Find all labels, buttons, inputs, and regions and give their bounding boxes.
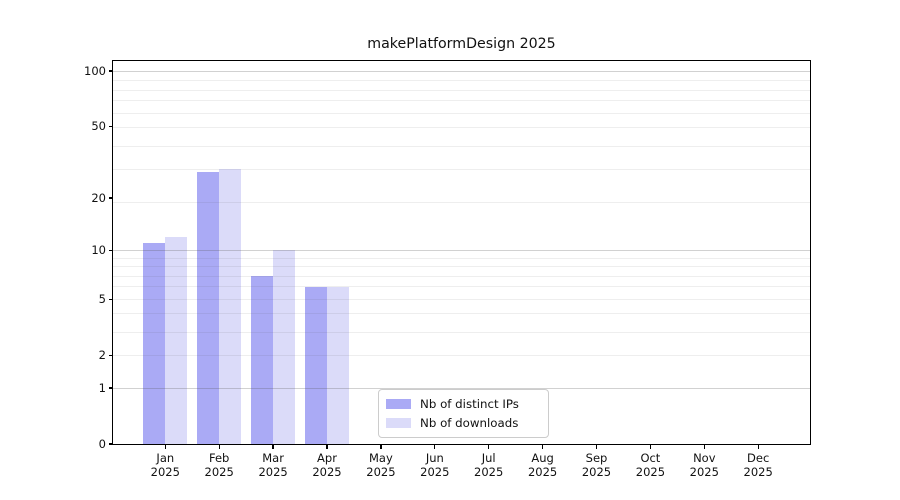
bar-distinct-ips-feb bbox=[197, 171, 220, 444]
legend-swatch-distinct-ips bbox=[386, 399, 411, 409]
x-tick-mark-sep bbox=[595, 444, 598, 449]
gridline-y-2 bbox=[113, 354, 810, 356]
gridline-y-5 bbox=[113, 298, 810, 300]
gridline-y-10 bbox=[113, 249, 810, 251]
chart-title: makePlatformDesign 2025 bbox=[367, 36, 556, 52]
x-tick-mark-jul bbox=[488, 444, 490, 449]
y-tick-label-1: 1 bbox=[98, 381, 106, 395]
x-tick-mark-dec bbox=[757, 444, 759, 449]
bar-downloads-apr bbox=[327, 286, 349, 444]
x-tick-mark-feb bbox=[218, 444, 220, 449]
x-tick-label-oct: Oct 2025 bbox=[635, 451, 666, 479]
x-tick-mark-may bbox=[380, 444, 382, 449]
y-tick-label-10: 10 bbox=[91, 243, 106, 258]
gridline-y-100 bbox=[113, 70, 810, 72]
legend-item-distinct-ips: Nb of distinct IPs bbox=[386, 397, 540, 411]
x-tick-mark-nov bbox=[703, 444, 705, 449]
x-tick-mark-aug bbox=[541, 444, 544, 449]
bar-downloads-mar bbox=[273, 250, 296, 444]
y-tick-mark-5 bbox=[108, 298, 113, 300]
legend-item-downloads: Nb of downloads bbox=[386, 416, 540, 430]
x-tick-label-jan: Jan 2025 bbox=[150, 451, 180, 479]
x-tick-mark-oct bbox=[649, 444, 652, 449]
gridline-y-6 bbox=[113, 286, 810, 288]
gridline-y-19 bbox=[113, 201, 810, 203]
bar-distinct-ips-mar bbox=[251, 276, 274, 444]
gridline-y-79 bbox=[113, 89, 810, 91]
y-tick-label-50: 50 bbox=[91, 119, 106, 134]
x-tick-label-dec: Dec 2025 bbox=[743, 451, 773, 479]
x-tick-label-sep: Sep 2025 bbox=[581, 451, 612, 479]
x-tick-label-mar: Mar 2025 bbox=[258, 451, 288, 479]
y-tick-mark-50 bbox=[108, 125, 113, 128]
y-tick-label-5: 5 bbox=[98, 292, 106, 307]
y-tick-mark-2 bbox=[108, 354, 113, 356]
bar-downloads-feb bbox=[219, 169, 242, 444]
legend-label-downloads: Nb of downloads bbox=[420, 416, 519, 430]
x-tick-label-aug: Aug 2025 bbox=[527, 451, 558, 479]
legend-label-distinct-ips: Nb of distinct IPs bbox=[420, 397, 519, 411]
gridline-y-7 bbox=[113, 275, 810, 277]
gridline-y-8 bbox=[113, 266, 810, 267]
gridline-y-3 bbox=[113, 331, 810, 333]
gridline-y-29 bbox=[113, 168, 810, 170]
x-tick-label-may: May 2025 bbox=[366, 451, 396, 479]
gridline-y-69 bbox=[113, 100, 810, 102]
plot-area: Nb of distinct IPs Nb of downloads bbox=[112, 60, 811, 445]
y-tick-mark-0 bbox=[108, 443, 113, 445]
x-tick-mark-jun bbox=[434, 444, 436, 449]
y-tick-mark-100 bbox=[108, 70, 113, 72]
gridline-y-4 bbox=[113, 313, 810, 315]
legend: Nb of distinct IPs Nb of downloads bbox=[378, 389, 549, 438]
legend-swatch-downloads bbox=[386, 418, 411, 428]
y-tick-mark-1 bbox=[108, 387, 113, 389]
y-tick-label-0: 0 bbox=[98, 437, 106, 451]
bar-distinct-ips-apr bbox=[305, 286, 327, 444]
gridline-y-89 bbox=[113, 80, 810, 81]
y-tick-mark-10 bbox=[108, 249, 113, 251]
x-tick-label-apr: Apr 2025 bbox=[312, 451, 342, 479]
gridline-y-9 bbox=[113, 257, 810, 259]
gridline-y-59 bbox=[113, 112, 810, 114]
x-tick-label-jul: Jul 2025 bbox=[474, 451, 504, 479]
gridline-y-49 bbox=[113, 127, 810, 129]
y-tick-label-20: 20 bbox=[91, 191, 106, 206]
gridline-y-1 bbox=[113, 387, 810, 389]
y-tick-label-2: 2 bbox=[98, 348, 106, 363]
y-tick-mark-20 bbox=[108, 197, 113, 199]
x-tick-mark-apr bbox=[326, 444, 328, 449]
x-tick-label-nov: Nov 2025 bbox=[689, 451, 719, 479]
bar-downloads-jan bbox=[165, 236, 188, 444]
x-tick-label-feb: Feb 2025 bbox=[204, 451, 234, 479]
bar-distinct-ips-jan bbox=[143, 243, 166, 444]
y-tick-label-100: 100 bbox=[84, 64, 106, 79]
x-tick-label-jun: Jun 2025 bbox=[420, 451, 450, 479]
x-tick-mark-mar bbox=[272, 444, 274, 449]
gridline-y-39 bbox=[113, 145, 810, 147]
x-tick-mark-jan bbox=[164, 444, 166, 449]
